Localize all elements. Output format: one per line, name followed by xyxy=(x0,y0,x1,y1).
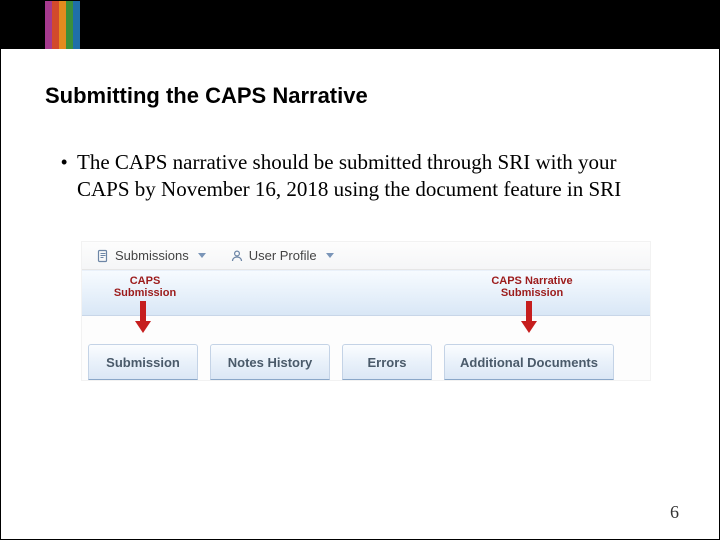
sri-tabs: Submission Notes History Errors Addition… xyxy=(82,344,650,380)
tab-submission-label: Submission xyxy=(106,355,180,370)
tab-additional-documents-label: Additional Documents xyxy=(460,355,598,370)
callout-caps: CAPS Submission xyxy=(100,275,190,299)
slide-title: Submitting the CAPS Narrative xyxy=(45,83,368,109)
menu-submissions[interactable]: Submissions xyxy=(82,242,216,269)
chevron-down-icon xyxy=(326,253,334,258)
stripe xyxy=(66,1,73,49)
bullet-item: • The CAPS narrative should be submitted… xyxy=(61,149,661,203)
page-number: 6 xyxy=(670,502,679,523)
tab-additional-documents[interactable]: Additional Documents xyxy=(444,344,614,380)
title-bar xyxy=(1,1,719,49)
tab-errors-label: Errors xyxy=(367,355,406,370)
arrow-down-icon xyxy=(136,301,150,333)
stripe xyxy=(59,1,66,49)
user-icon xyxy=(230,249,244,263)
callout-caps-line1: CAPS xyxy=(100,275,190,287)
chevron-down-icon xyxy=(198,253,206,258)
stripe xyxy=(52,1,59,49)
sri-screenshot: Submissions User Profile CAPS Submission xyxy=(81,241,651,381)
tab-errors[interactable]: Errors xyxy=(342,344,432,380)
arrow-down-icon xyxy=(522,301,536,333)
tab-notes-history[interactable]: Notes History xyxy=(210,344,330,380)
callout-caps-line2: Submission xyxy=(100,287,190,299)
stripe xyxy=(45,1,52,49)
document-icon xyxy=(96,249,110,263)
tab-notes-history-label: Notes History xyxy=(228,355,313,370)
menu-submissions-label: Submissions xyxy=(115,248,189,263)
sri-menubar: Submissions User Profile xyxy=(82,242,650,270)
bullet-text: The CAPS narrative should be submitted t… xyxy=(77,149,661,203)
tab-submission[interactable]: Submission xyxy=(88,344,198,380)
bullet-marker: • xyxy=(61,149,77,175)
callout-narrative-line2: Submission xyxy=(472,287,592,299)
stripe xyxy=(73,1,80,49)
stripe-group xyxy=(45,1,80,49)
menu-user-profile[interactable]: User Profile xyxy=(216,242,344,269)
callout-band: CAPS Submission CAPS Narrative Submissio… xyxy=(82,270,650,316)
callout-narrative: CAPS Narrative Submission xyxy=(472,275,592,299)
slide: Submitting the CAPS Narrative • The CAPS… xyxy=(0,0,720,540)
menu-user-profile-label: User Profile xyxy=(249,248,317,263)
callout-narrative-line1: CAPS Narrative xyxy=(472,275,592,287)
